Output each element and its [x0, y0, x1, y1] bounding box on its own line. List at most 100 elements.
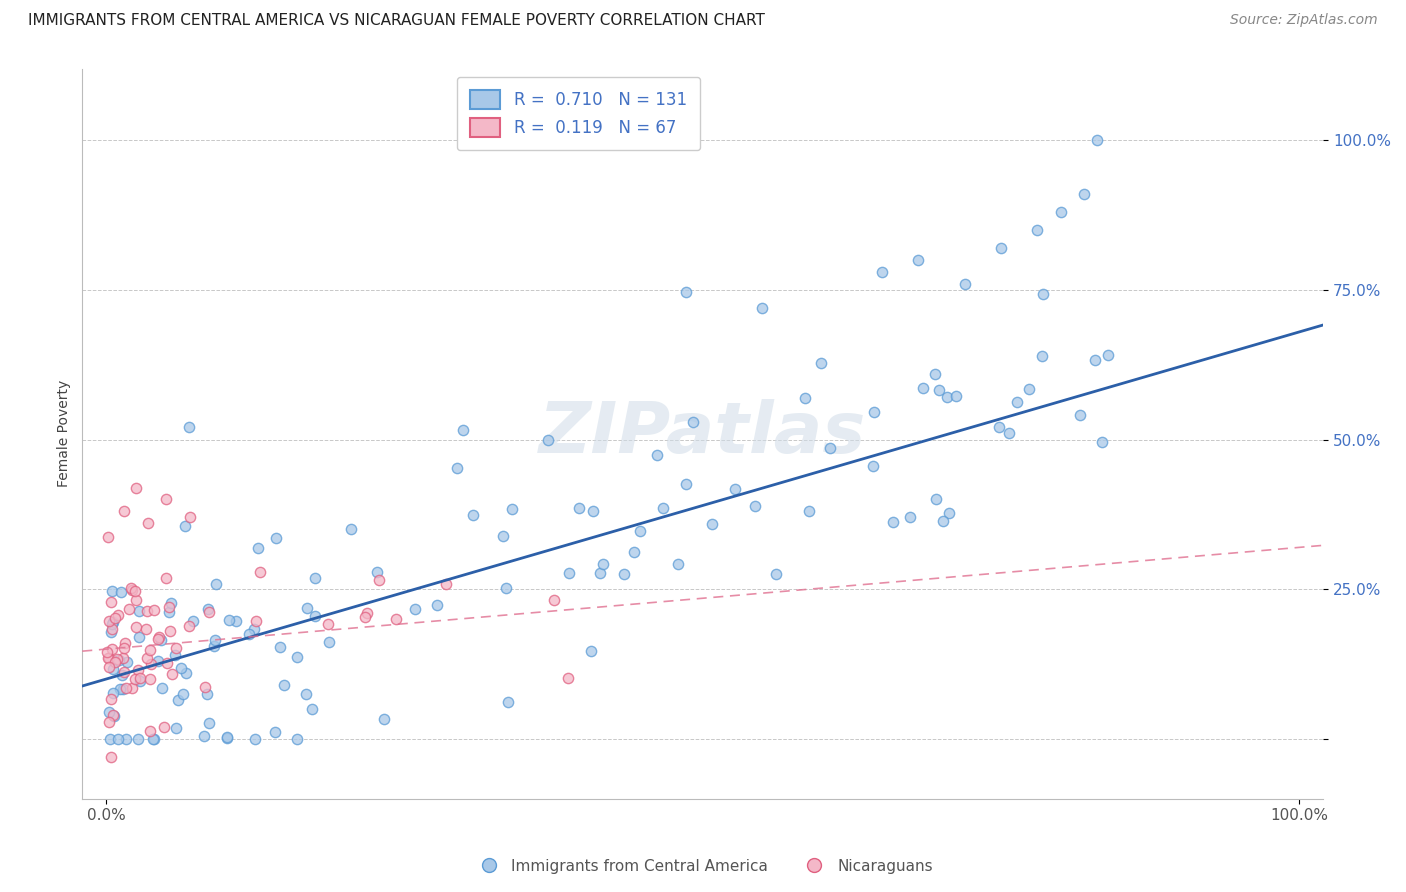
Point: [97, 614, 120, 628]
Point: [128, 674, 150, 689]
Point: [96, 645, 118, 659]
Point: [215, 731, 238, 745]
Point: [295, 687, 318, 701]
Legend: Immigrants from Central America, Nicaraguans: Immigrants from Central America, Nicarag…: [467, 853, 939, 880]
Point: [112, 504, 135, 518]
Point: [501, 502, 523, 516]
Point: [1091, 434, 1114, 449]
Point: [97, 651, 120, 665]
Point: [121, 582, 143, 597]
Point: [794, 392, 817, 406]
Point: [882, 515, 904, 529]
Point: [155, 492, 177, 507]
Point: [862, 458, 884, 473]
Point: [104, 611, 127, 625]
Point: [496, 694, 519, 708]
Point: [1018, 382, 1040, 396]
Point: [159, 624, 181, 638]
Y-axis label: Female Poverty: Female Poverty: [58, 380, 72, 487]
Point: [141, 657, 163, 671]
Point: [108, 653, 131, 667]
Point: [110, 585, 132, 599]
Point: [702, 516, 724, 531]
Point: [129, 672, 152, 686]
Point: [100, 617, 122, 632]
Point: [340, 522, 363, 536]
Point: [945, 389, 967, 403]
Point: [97, 651, 120, 665]
Point: [148, 630, 170, 644]
Point: [568, 500, 591, 515]
Point: [367, 573, 389, 587]
Point: [138, 643, 160, 657]
Point: [143, 731, 166, 746]
Point: [101, 615, 124, 629]
Point: [751, 301, 773, 315]
Point: [111, 668, 134, 682]
Point: [155, 571, 177, 585]
Point: [115, 681, 138, 696]
Point: [446, 461, 468, 475]
Point: [172, 687, 194, 701]
Point: [217, 730, 239, 744]
Point: [988, 419, 1011, 434]
Point: [295, 601, 318, 615]
Point: [100, 624, 122, 639]
Point: [114, 636, 136, 650]
Point: [117, 656, 139, 670]
Point: [495, 581, 517, 595]
Point: [273, 678, 295, 692]
Point: [136, 605, 159, 619]
Point: [301, 702, 323, 716]
Point: [157, 600, 180, 615]
Point: [425, 598, 447, 612]
Point: [146, 654, 169, 668]
Point: [870, 265, 893, 279]
Point: [124, 584, 146, 599]
Point: [105, 652, 128, 666]
Point: [165, 648, 187, 662]
Point: [127, 663, 149, 677]
Point: [100, 750, 122, 764]
Point: [938, 506, 960, 520]
Point: [121, 681, 143, 695]
Text: Source: ZipAtlas.com: Source: ZipAtlas.com: [1230, 13, 1378, 28]
Point: [179, 510, 201, 524]
Point: [100, 692, 122, 706]
Point: [136, 516, 159, 531]
Point: [932, 515, 955, 529]
Point: [436, 576, 458, 591]
Point: [150, 681, 173, 696]
Point: [304, 608, 326, 623]
Point: [112, 651, 135, 665]
Point: [136, 651, 159, 665]
Point: [366, 565, 388, 579]
Point: [111, 681, 134, 696]
Point: [128, 604, 150, 618]
Point: [194, 680, 217, 694]
Point: [103, 709, 125, 723]
Point: [204, 633, 226, 648]
Point: [107, 608, 129, 623]
Point: [1085, 133, 1108, 147]
Point: [162, 667, 184, 681]
Point: [353, 610, 375, 624]
Point: [238, 627, 260, 641]
Point: [264, 724, 287, 739]
Point: [225, 614, 247, 628]
Point: [955, 277, 977, 291]
Point: [156, 656, 179, 670]
Point: [243, 731, 266, 746]
Point: [202, 640, 225, 654]
Point: [724, 482, 747, 496]
Point: [1005, 395, 1028, 409]
Point: [589, 566, 612, 580]
Point: [935, 390, 957, 404]
Point: [818, 441, 841, 455]
Text: ZIPatlas: ZIPatlas: [538, 399, 866, 468]
Point: [797, 504, 820, 518]
Point: [173, 519, 195, 533]
Point: [592, 557, 614, 571]
Point: [101, 707, 124, 722]
Point: [1097, 348, 1119, 362]
